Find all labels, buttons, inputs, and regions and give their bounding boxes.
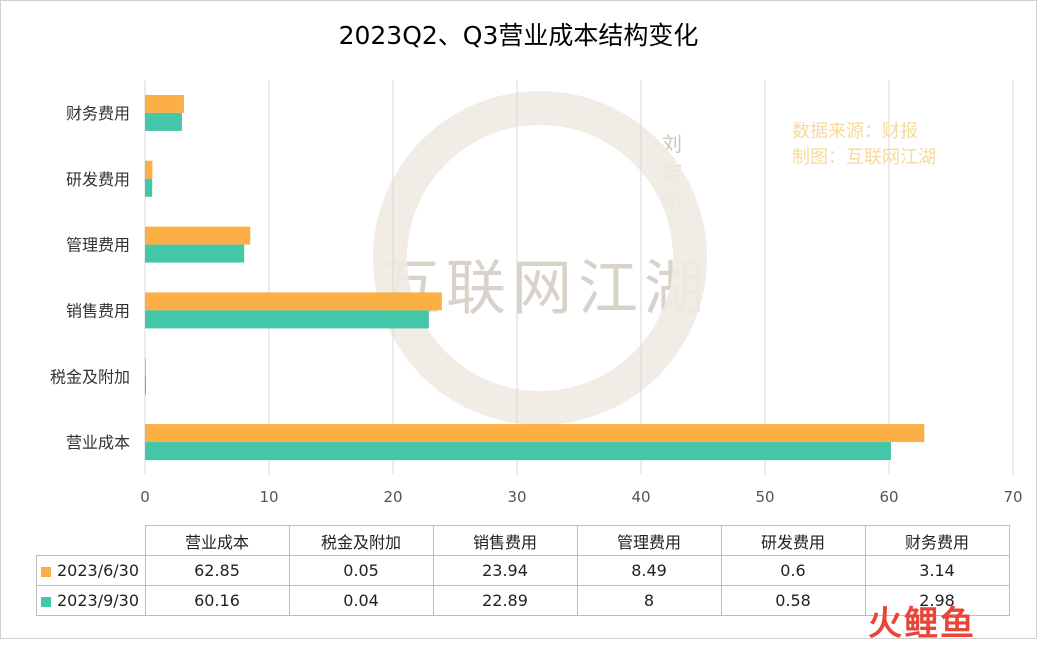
table-cell: 0.6 <box>720 555 866 586</box>
bar-2023-6-30-3 <box>145 226 251 245</box>
x-tick-label: 0 <box>140 488 150 506</box>
bar-2023-9-30-3 <box>145 244 245 263</box>
corner-logo: 火鲤鱼 <box>868 604 976 644</box>
table-cell: 22.89 <box>432 585 578 616</box>
legend-label: 2023/6/30 <box>57 561 140 580</box>
header-cell: 销售费用 <box>432 525 578 556</box>
data-table: 营业成本 税金及附加 销售费用 管理费用 研发费用 财务费用 2023/6/30… <box>36 525 1010 616</box>
x-tick-label: 20 <box>383 488 402 506</box>
x-axis-ticks: 0 10 20 30 40 50 60 70 <box>140 488 1022 506</box>
header-cell: 管理费用 <box>576 525 722 556</box>
category-label: 研发费用 <box>66 170 130 189</box>
data-table-row: 2023/9/30 60.16 0.04 22.89 8 0.58 2.98 <box>36 585 1010 616</box>
legend-swatch-2023-6-30 <box>41 566 51 577</box>
x-tick-label: 10 <box>259 488 278 506</box>
data-table-row: 2023/6/30 62.85 0.05 23.94 8.49 0.6 3.14 <box>36 555 1010 586</box>
bar-2023-6-30-5 <box>145 94 184 113</box>
header-cell: 税金及附加 <box>288 525 434 556</box>
table-cell: 23.94 <box>432 555 578 586</box>
table-cell: 2.98 <box>864 585 1010 616</box>
bar-2023-6-30-2 <box>145 292 442 311</box>
x-tick-label: 70 <box>1003 488 1022 506</box>
table-cell: 62.85 <box>144 555 290 586</box>
bar-2023-9-30-0 <box>145 442 891 461</box>
table-cell: 60.16 <box>144 585 290 616</box>
category-label: 税金及附加 <box>50 367 130 386</box>
header-cell: 营业成本 <box>144 525 290 556</box>
legend-label: 2023/9/30 <box>57 591 140 610</box>
table-cell: 8 <box>576 585 722 616</box>
category-label: 财务费用 <box>66 104 130 123</box>
table-cell: 3.14 <box>864 555 1010 586</box>
row-label: 2023/6/30 <box>36 555 146 586</box>
bar-2023-6-30-4 <box>145 160 153 179</box>
watermark-ink-circle <box>373 91 707 425</box>
table-cell: 8.49 <box>576 555 722 586</box>
bar-2023-9-30-5 <box>145 112 182 131</box>
chart-title: 2023Q2、Q3营业成本结构变化 <box>338 21 699 50</box>
bar-2023-9-30-2 <box>145 310 429 329</box>
bar-2023-9-30-4 <box>145 178 153 197</box>
gridlines <box>144 80 1014 475</box>
category-label: 管理费用 <box>66 236 130 255</box>
bar-2023-6-30-0 <box>145 424 925 443</box>
header-cell: 研发费用 <box>720 525 866 556</box>
bar-2023-6-30-1 <box>145 358 146 377</box>
table-cell: 0.04 <box>288 585 434 616</box>
x-tick-label: 30 <box>507 488 526 506</box>
watermark-brand: 互联网江湖 <box>380 254 710 324</box>
data-table-header-row: 营业成本 税金及附加 销售费用 管理费用 研发费用 财务费用 <box>37 525 1010 556</box>
watermark-maker-line: 制图：互联网江湖 <box>792 147 936 168</box>
table-cell: 0.05 <box>288 555 434 586</box>
x-tick-label: 40 <box>631 488 650 506</box>
y-axis-categories: 营业成本 税金及附加 销售费用 管理费用 研发费用 财务费用 <box>50 104 130 452</box>
table-cell: 0.58 <box>720 585 866 616</box>
category-label: 营业成本 <box>66 433 130 452</box>
category-label: 销售费用 <box>66 301 130 320</box>
x-tick-label: 60 <box>879 488 898 506</box>
header-cell: 财务费用 <box>864 525 1010 556</box>
watermark-source: 数据来源：财报 制图：互联网江湖 <box>792 119 936 171</box>
bar-2023-9-30-1 <box>145 376 146 395</box>
data-table-corner <box>37 526 146 556</box>
watermark-source-line: 数据来源：财报 <box>792 121 918 142</box>
bars <box>145 94 925 461</box>
row-label: 2023/9/30 <box>36 585 146 616</box>
legend-swatch-2023-9-30 <box>41 596 51 607</box>
x-tick-label: 50 <box>755 488 774 506</box>
bar-chart: 0 10 20 30 40 50 60 70 营业成本 税金及附加 销售费用 管理费用 研发费用 财务费… <box>50 80 1023 506</box>
watermark-circle <box>373 91 707 425</box>
